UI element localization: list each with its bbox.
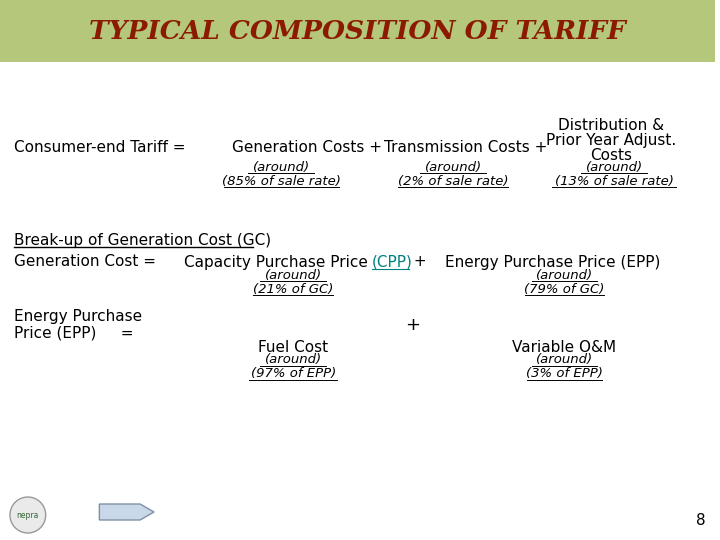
Text: Price (EPP)     =: Price (EPP) = bbox=[14, 326, 133, 341]
Text: 8: 8 bbox=[696, 513, 706, 528]
Text: Consumer-end Tariff =: Consumer-end Tariff = bbox=[14, 140, 186, 156]
Text: (around): (around) bbox=[425, 160, 482, 173]
Text: (around): (around) bbox=[253, 160, 310, 173]
Text: Variable O&M: Variable O&M bbox=[513, 340, 616, 354]
Text: (3% of EPP): (3% of EPP) bbox=[526, 368, 603, 381]
Text: (around): (around) bbox=[264, 354, 322, 367]
Text: +: + bbox=[410, 254, 427, 269]
Text: (79% of GC): (79% of GC) bbox=[524, 282, 605, 295]
Text: Capacity Purchase Price: Capacity Purchase Price bbox=[184, 254, 372, 269]
FancyArrow shape bbox=[99, 504, 154, 520]
Text: Fuel Cost: Fuel Cost bbox=[258, 340, 328, 354]
Text: (13% of sale rate): (13% of sale rate) bbox=[554, 174, 673, 187]
Text: Generation Cost =: Generation Cost = bbox=[14, 254, 156, 269]
Text: Transmission Costs +: Transmission Costs + bbox=[384, 140, 547, 156]
Text: (around): (around) bbox=[536, 354, 593, 367]
Text: Generation Costs +: Generation Costs + bbox=[232, 140, 382, 156]
Text: Distribution &: Distribution & bbox=[558, 118, 664, 133]
Text: (21% of GC): (21% of GC) bbox=[253, 282, 333, 295]
Text: (85% of sale rate): (85% of sale rate) bbox=[222, 174, 341, 187]
Text: (2% of sale rate): (2% of sale rate) bbox=[398, 174, 508, 187]
Text: (97% of EPP): (97% of EPP) bbox=[251, 368, 336, 381]
Text: nepra: nepra bbox=[17, 510, 39, 519]
Text: Costs: Costs bbox=[590, 148, 632, 164]
Text: Break-up of Generation Cost (GC): Break-up of Generation Cost (GC) bbox=[14, 233, 271, 247]
Text: (around): (around) bbox=[585, 160, 643, 173]
Circle shape bbox=[10, 497, 45, 533]
Text: Energy Purchase: Energy Purchase bbox=[14, 309, 142, 325]
Text: Energy Purchase Price (EPP): Energy Purchase Price (EPP) bbox=[445, 254, 660, 269]
FancyBboxPatch shape bbox=[0, 0, 716, 62]
Text: (around): (around) bbox=[536, 268, 593, 281]
Text: (around): (around) bbox=[264, 268, 322, 281]
Text: TYPICAL COMPOSITION OF TARIFF: TYPICAL COMPOSITION OF TARIFF bbox=[89, 18, 626, 44]
Text: (CPP): (CPP) bbox=[372, 254, 413, 269]
Text: +: + bbox=[405, 316, 420, 334]
Text: Prior Year Adjust.: Prior Year Adjust. bbox=[546, 133, 676, 148]
